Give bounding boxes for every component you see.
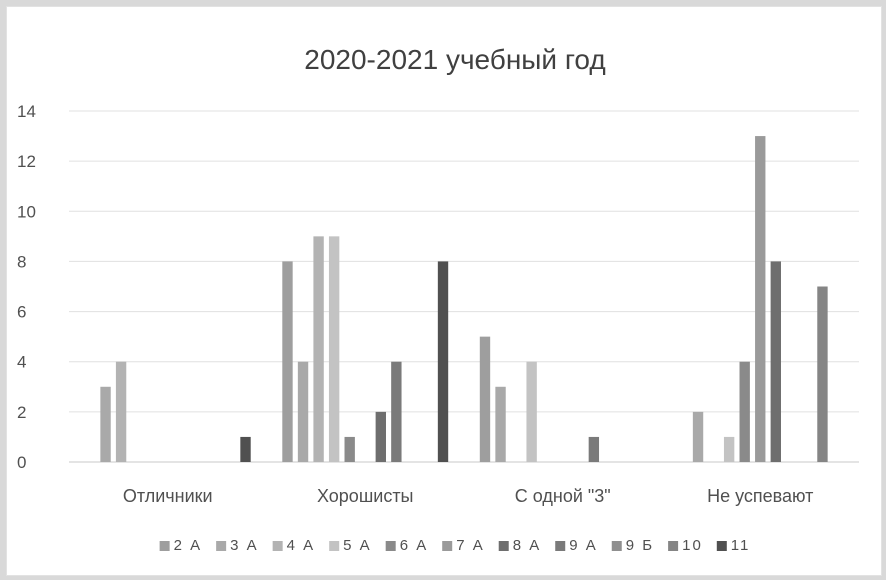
legend-swatch bbox=[442, 541, 453, 551]
x-axis: Отличники Хорошисты С одной "3" Не успевают bbox=[123, 486, 814, 506]
legend-label: 6 А bbox=[400, 537, 429, 554]
legend: 2 А 3 А 4 А 5 А 6 А 7 А 8 А 9 А 9 Б 10 11 bbox=[159, 537, 751, 554]
bar bbox=[297, 361, 309, 462]
bars bbox=[100, 136, 828, 463]
bar bbox=[495, 386, 506, 462]
legend-label: 2 А bbox=[174, 537, 203, 554]
bar bbox=[375, 411, 386, 462]
legend-item: 2 А bbox=[159, 537, 203, 554]
bar-chart: 2020-2021 учебный год 0 2 4 6 8 10 12 14 Отличн… bbox=[17, 44, 859, 554]
legend-label: 5 А bbox=[343, 537, 372, 554]
legend-label: 3 А bbox=[230, 537, 259, 554]
bar bbox=[240, 436, 251, 462]
bar bbox=[100, 386, 111, 462]
legend-swatch bbox=[716, 541, 727, 551]
category-label: Отличники bbox=[123, 486, 213, 506]
legend-label: 9 А bbox=[569, 537, 598, 554]
bar bbox=[692, 411, 704, 462]
bar bbox=[282, 261, 293, 462]
legend-swatch bbox=[498, 541, 509, 551]
bar bbox=[755, 136, 766, 463]
y-axis: 0 2 4 6 8 10 12 14 bbox=[17, 102, 36, 472]
chart-frame: 2020-2021 учебный год 0 2 4 6 8 10 12 14 Отличн… bbox=[6, 6, 882, 576]
legend-item: 7 А bbox=[442, 537, 485, 554]
bar bbox=[328, 236, 340, 462]
legend-swatch bbox=[668, 541, 679, 551]
legend-swatch bbox=[611, 541, 622, 551]
bar bbox=[739, 361, 750, 462]
y-tick-label: 2 bbox=[17, 403, 26, 422]
legend-item: 4 А bbox=[272, 537, 316, 554]
legend-swatch bbox=[329, 541, 340, 551]
bar bbox=[437, 261, 449, 462]
y-tick-label: 4 bbox=[17, 353, 26, 372]
legend-item: 6 А bbox=[385, 537, 429, 554]
legend-swatch bbox=[555, 541, 566, 551]
legend-label: 7 А bbox=[456, 537, 485, 554]
gridlines bbox=[69, 110, 859, 463]
legend-item: 9 А bbox=[555, 537, 598, 554]
bar bbox=[344, 436, 355, 462]
legend-label: 4 А bbox=[287, 537, 316, 554]
category-label: С одной "3" bbox=[515, 486, 611, 506]
y-tick-label: 0 bbox=[17, 453, 26, 472]
legend-item: 10 bbox=[668, 537, 703, 554]
bar bbox=[313, 236, 324, 462]
legend-item: 9 Б bbox=[611, 537, 654, 554]
bar bbox=[817, 286, 828, 462]
bar bbox=[588, 436, 600, 462]
legend-swatch bbox=[272, 541, 283, 551]
bar bbox=[391, 361, 402, 462]
y-tick-label: 10 bbox=[17, 202, 36, 221]
legend-items: 2 А 3 А 4 А 5 А 6 А 7 А 8 А 9 А 9 Б 10 11 bbox=[159, 537, 751, 554]
chart-title: 2020-2021 учебный год bbox=[304, 44, 605, 75]
legend-item: 3 А bbox=[216, 537, 259, 554]
y-tick-label: 14 bbox=[17, 102, 36, 121]
legend-item: 5 А bbox=[329, 537, 372, 554]
bar bbox=[479, 336, 491, 462]
category-label: Хорошисты bbox=[317, 486, 414, 506]
legend-label: 9 Б bbox=[626, 537, 654, 554]
legend-swatch bbox=[385, 541, 396, 551]
category-label: Не успевают bbox=[707, 486, 813, 506]
legend-label: 10 bbox=[682, 537, 703, 554]
bar bbox=[770, 261, 781, 462]
bar bbox=[115, 361, 127, 462]
legend-label: 8 А bbox=[513, 537, 542, 554]
y-tick-label: 6 bbox=[17, 303, 26, 322]
legend-swatch bbox=[159, 541, 170, 551]
y-tick-label: 12 bbox=[17, 152, 36, 171]
bar bbox=[723, 436, 735, 462]
bar bbox=[526, 361, 537, 462]
y-tick-label: 8 bbox=[17, 252, 26, 271]
legend-swatch bbox=[216, 541, 227, 551]
legend-item: 8 А bbox=[498, 537, 542, 554]
legend-label: 11 bbox=[731, 537, 751, 554]
legend-item: 11 bbox=[716, 537, 751, 554]
